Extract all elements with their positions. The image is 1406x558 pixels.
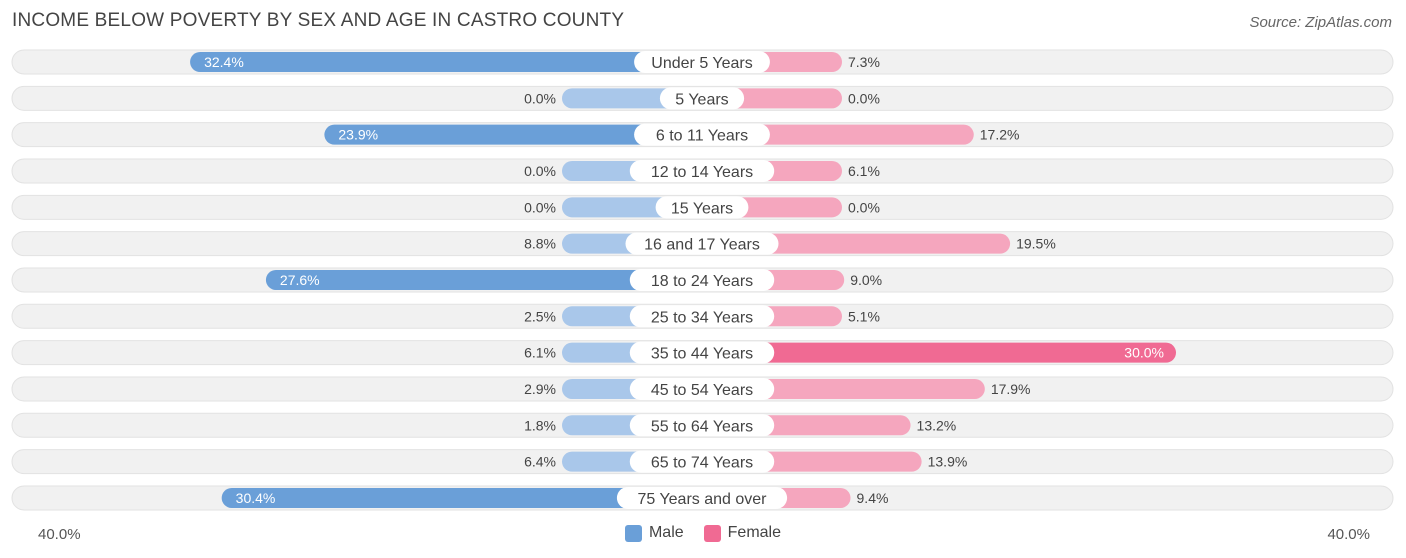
female-bar [702, 124, 974, 145]
legend-label-male: Male [648, 524, 684, 541]
category-label: 12 to 14 Years [651, 164, 753, 181]
category-label: 16 and 17 Years [644, 237, 760, 254]
category-label: 45 to 54 Years [651, 382, 753, 399]
female-value-label: 17.2% [980, 127, 1020, 143]
male-value-label: 0.0% [524, 90, 556, 106]
female-value-label: 5.1% [848, 308, 880, 324]
male-bar [221, 487, 702, 508]
male-bar [190, 52, 702, 72]
category-label: 25 to 34 Years [651, 309, 753, 326]
category-label-bg [634, 51, 770, 73]
legend-swatch-female [703, 524, 721, 542]
category-label: 65 to 74 Years [651, 455, 753, 472]
category-label-bg [629, 305, 775, 328]
male-value-label: 30.4% [236, 490, 276, 506]
female-bar [702, 233, 1011, 254]
legend-label-female: Female [727, 524, 782, 541]
legend: Male Female [0, 524, 1406, 542]
male-value-label: 0.0% [524, 163, 556, 179]
category-label: 55 to 64 Years [651, 418, 753, 435]
male-value-label: 8.8% [524, 236, 556, 252]
legend-item-male[interactable]: Male [624, 524, 684, 542]
axis-left-label: 40.0% [38, 526, 81, 543]
category-label-bg [625, 232, 779, 255]
female-value-label: 0.0% [848, 90, 880, 106]
female-value-label: 7.3% [848, 54, 880, 70]
female-bar [702, 342, 1176, 363]
male-value-label: 27.6% [280, 272, 320, 288]
category-label-bg [629, 377, 775, 400]
female-value-label: 17.9% [991, 381, 1031, 397]
male-bar [265, 269, 702, 290]
chart-title: INCOME BELOW POVERTY BY SEX AND AGE IN C… [12, 10, 625, 31]
category-label: 18 to 24 Years [651, 273, 753, 290]
category-label: 35 to 44 Years [651, 346, 753, 363]
category-label: Under 5 Years [651, 55, 752, 72]
female-value-label: 9.0% [850, 272, 882, 288]
category-label: 5 Years [675, 91, 728, 108]
category-label-bg [629, 268, 775, 291]
female-value-label: 13.2% [917, 417, 957, 433]
category-label-bg [629, 414, 775, 437]
category-label: 15 Years [671, 200, 733, 217]
female-value-label: 0.0% [848, 199, 880, 215]
category-label-bg [634, 123, 770, 146]
male-value-label: 0.0% [524, 199, 556, 215]
male-bar [324, 124, 702, 145]
female-value-label: 6.1% [848, 163, 880, 179]
axis-right-label: 40.0% [1327, 526, 1370, 543]
category-label-bg [629, 450, 775, 473]
category-label-bg [655, 196, 749, 219]
category-label: 6 to 11 Years [656, 128, 748, 145]
source-label: Source: ZipAtlas.com [1249, 14, 1392, 31]
category-label-bg [616, 486, 788, 509]
female-value-label: 13.9% [928, 454, 968, 470]
category-label: 75 Years and over [638, 491, 768, 508]
legend-item-female[interactable]: Female [703, 524, 782, 542]
male-value-label: 6.1% [524, 345, 556, 361]
male-value-label: 1.8% [524, 417, 556, 433]
female-value-label: 30.0% [1124, 345, 1164, 361]
male-value-label: 2.9% [524, 381, 556, 397]
male-value-label: 23.9% [338, 127, 378, 143]
category-label-bg [629, 341, 775, 364]
female-value-label: 9.4% [857, 490, 889, 506]
male-value-label: 6.4% [524, 454, 556, 470]
legend-swatch-male [624, 524, 642, 542]
male-value-label: 2.5% [524, 308, 556, 324]
category-label-bg [659, 87, 745, 110]
female-value-label: 19.5% [1016, 236, 1056, 252]
category-label-bg [629, 159, 775, 182]
male-value-label: 32.4% [204, 54, 244, 70]
